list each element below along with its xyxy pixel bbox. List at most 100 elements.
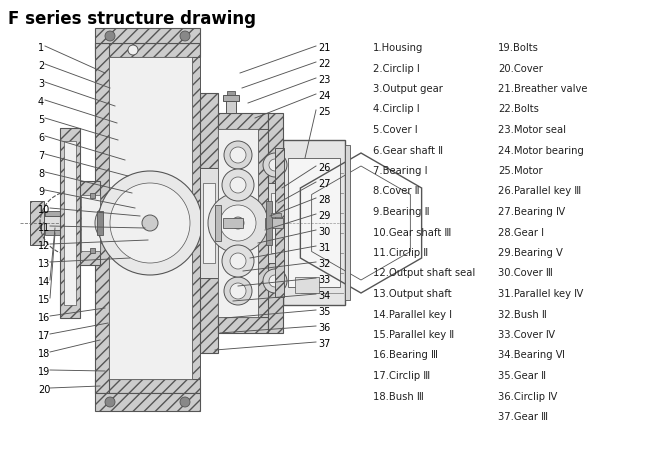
Text: 1: 1	[38, 43, 44, 53]
Circle shape	[95, 201, 139, 245]
Text: 11.Circlip Ⅱ: 11.Circlip Ⅱ	[373, 248, 428, 258]
Bar	[45, 230, 65, 235]
Bar	[95, 28, 200, 43]
Text: 12.Output shaft seal: 12.Output shaft seal	[373, 268, 475, 278]
Circle shape	[263, 153, 287, 177]
Text: 13.Output shaft: 13.Output shaft	[373, 289, 452, 299]
Bar	[226, 101, 236, 113]
Text: 9.Bearing Ⅱ: 9.Bearing Ⅱ	[373, 207, 430, 217]
Text: 16: 16	[38, 313, 50, 323]
Bar	[203, 183, 215, 263]
Text: 26.Parallel key Ⅲ: 26.Parallel key Ⅲ	[498, 186, 581, 196]
Circle shape	[103, 209, 131, 237]
Circle shape	[98, 171, 202, 275]
Text: 33.Cover Ⅳ: 33.Cover Ⅳ	[498, 330, 555, 340]
Text: 25.Motor: 25.Motor	[498, 166, 543, 176]
Bar	[95, 393, 200, 411]
Bar	[218, 129, 258, 317]
Circle shape	[224, 141, 252, 169]
Text: 24: 24	[318, 91, 330, 101]
Text: 23: 23	[318, 75, 330, 85]
Circle shape	[230, 177, 246, 193]
Bar	[223, 95, 239, 101]
Bar	[200, 93, 218, 168]
Text: 36.Circlip Ⅳ: 36.Circlip Ⅳ	[498, 392, 557, 402]
Text: 1.Housing: 1.Housing	[373, 43, 423, 53]
Bar	[268, 263, 283, 333]
Text: 13: 13	[38, 259, 50, 269]
Text: 19.Bolts: 19.Bolts	[498, 43, 539, 53]
Text: 20: 20	[38, 385, 50, 395]
Circle shape	[110, 183, 190, 263]
Circle shape	[128, 45, 138, 55]
Text: 21: 21	[318, 43, 330, 53]
Text: 15: 15	[38, 295, 50, 305]
Text: 27: 27	[318, 179, 331, 189]
Bar	[90, 193, 95, 198]
Circle shape	[230, 147, 246, 163]
Circle shape	[269, 275, 281, 287]
Text: 21.Breather valve: 21.Breather valve	[498, 84, 587, 94]
Text: 28.Gear Ⅰ: 28.Gear Ⅰ	[498, 228, 544, 238]
Bar	[268, 113, 283, 183]
Text: 14: 14	[38, 277, 50, 287]
Circle shape	[220, 205, 256, 241]
Text: 4.Circlip Ⅰ: 4.Circlip Ⅰ	[373, 104, 420, 114]
Bar	[295, 277, 319, 293]
Bar	[345, 145, 350, 300]
Text: 29.Bearing Ⅴ: 29.Bearing Ⅴ	[498, 248, 563, 258]
Bar	[30, 201, 44, 245]
Text: 5.Cover Ⅰ: 5.Cover Ⅰ	[373, 125, 418, 135]
Text: 4: 4	[38, 97, 44, 107]
Circle shape	[230, 283, 246, 299]
Text: 7.Bearing Ⅰ: 7.Bearing Ⅰ	[373, 166, 428, 176]
Circle shape	[269, 159, 281, 171]
Text: 25: 25	[318, 107, 331, 117]
Circle shape	[232, 217, 244, 229]
Text: 34.Bearing Ⅵ: 34.Bearing Ⅵ	[498, 350, 565, 360]
Bar	[271, 213, 281, 217]
Text: 14.Parallel key Ⅰ: 14.Parallel key Ⅰ	[373, 310, 452, 320]
Text: 11: 11	[38, 223, 50, 233]
Text: 24.Motor bearing: 24.Motor bearing	[498, 146, 584, 156]
Text: 6: 6	[38, 133, 44, 143]
Text: 7: 7	[38, 151, 44, 161]
Circle shape	[142, 215, 158, 231]
Bar	[265, 218, 283, 228]
Bar	[95, 43, 109, 393]
Text: 34: 34	[318, 291, 330, 301]
Text: 15.Parallel key Ⅱ: 15.Parallel key Ⅱ	[373, 330, 454, 340]
Bar	[97, 211, 103, 235]
Bar	[200, 278, 218, 353]
Text: 22.Bolts: 22.Bolts	[498, 104, 539, 114]
Text: 36: 36	[318, 323, 330, 333]
Bar	[258, 129, 268, 317]
Text: 10.Gear shaft Ⅲ: 10.Gear shaft Ⅲ	[373, 228, 451, 238]
Bar	[283, 140, 345, 305]
Bar	[223, 215, 258, 231]
Text: 18.Bush Ⅲ: 18.Bush Ⅲ	[373, 392, 424, 402]
Bar	[266, 201, 272, 245]
Text: 3.Output gear: 3.Output gear	[373, 84, 443, 94]
Text: 31: 31	[318, 243, 330, 253]
Text: 27.Bearing Ⅳ: 27.Bearing Ⅳ	[498, 207, 565, 217]
Text: 18: 18	[38, 349, 50, 359]
Text: 32.Bush Ⅱ: 32.Bush Ⅱ	[498, 310, 547, 320]
Bar	[192, 57, 200, 379]
Bar	[109, 57, 192, 379]
Bar	[268, 183, 283, 263]
Text: 17: 17	[38, 331, 50, 341]
Circle shape	[230, 253, 246, 269]
Text: 2.Circlip Ⅰ: 2.Circlip Ⅰ	[373, 64, 420, 73]
Bar	[60, 128, 80, 318]
Bar	[75, 181, 100, 265]
Circle shape	[222, 169, 254, 201]
Text: 30.Cover Ⅲ: 30.Cover Ⅲ	[498, 268, 553, 278]
Bar	[223, 218, 243, 228]
Text: 29: 29	[318, 211, 330, 221]
Text: 23.Motor seal: 23.Motor seal	[498, 125, 566, 135]
Text: 2: 2	[38, 61, 44, 71]
Bar	[218, 113, 268, 129]
Circle shape	[180, 31, 190, 41]
Bar	[288, 158, 340, 287]
